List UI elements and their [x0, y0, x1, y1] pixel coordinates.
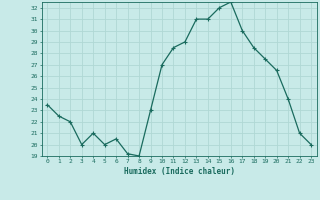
- X-axis label: Humidex (Indice chaleur): Humidex (Indice chaleur): [124, 167, 235, 176]
